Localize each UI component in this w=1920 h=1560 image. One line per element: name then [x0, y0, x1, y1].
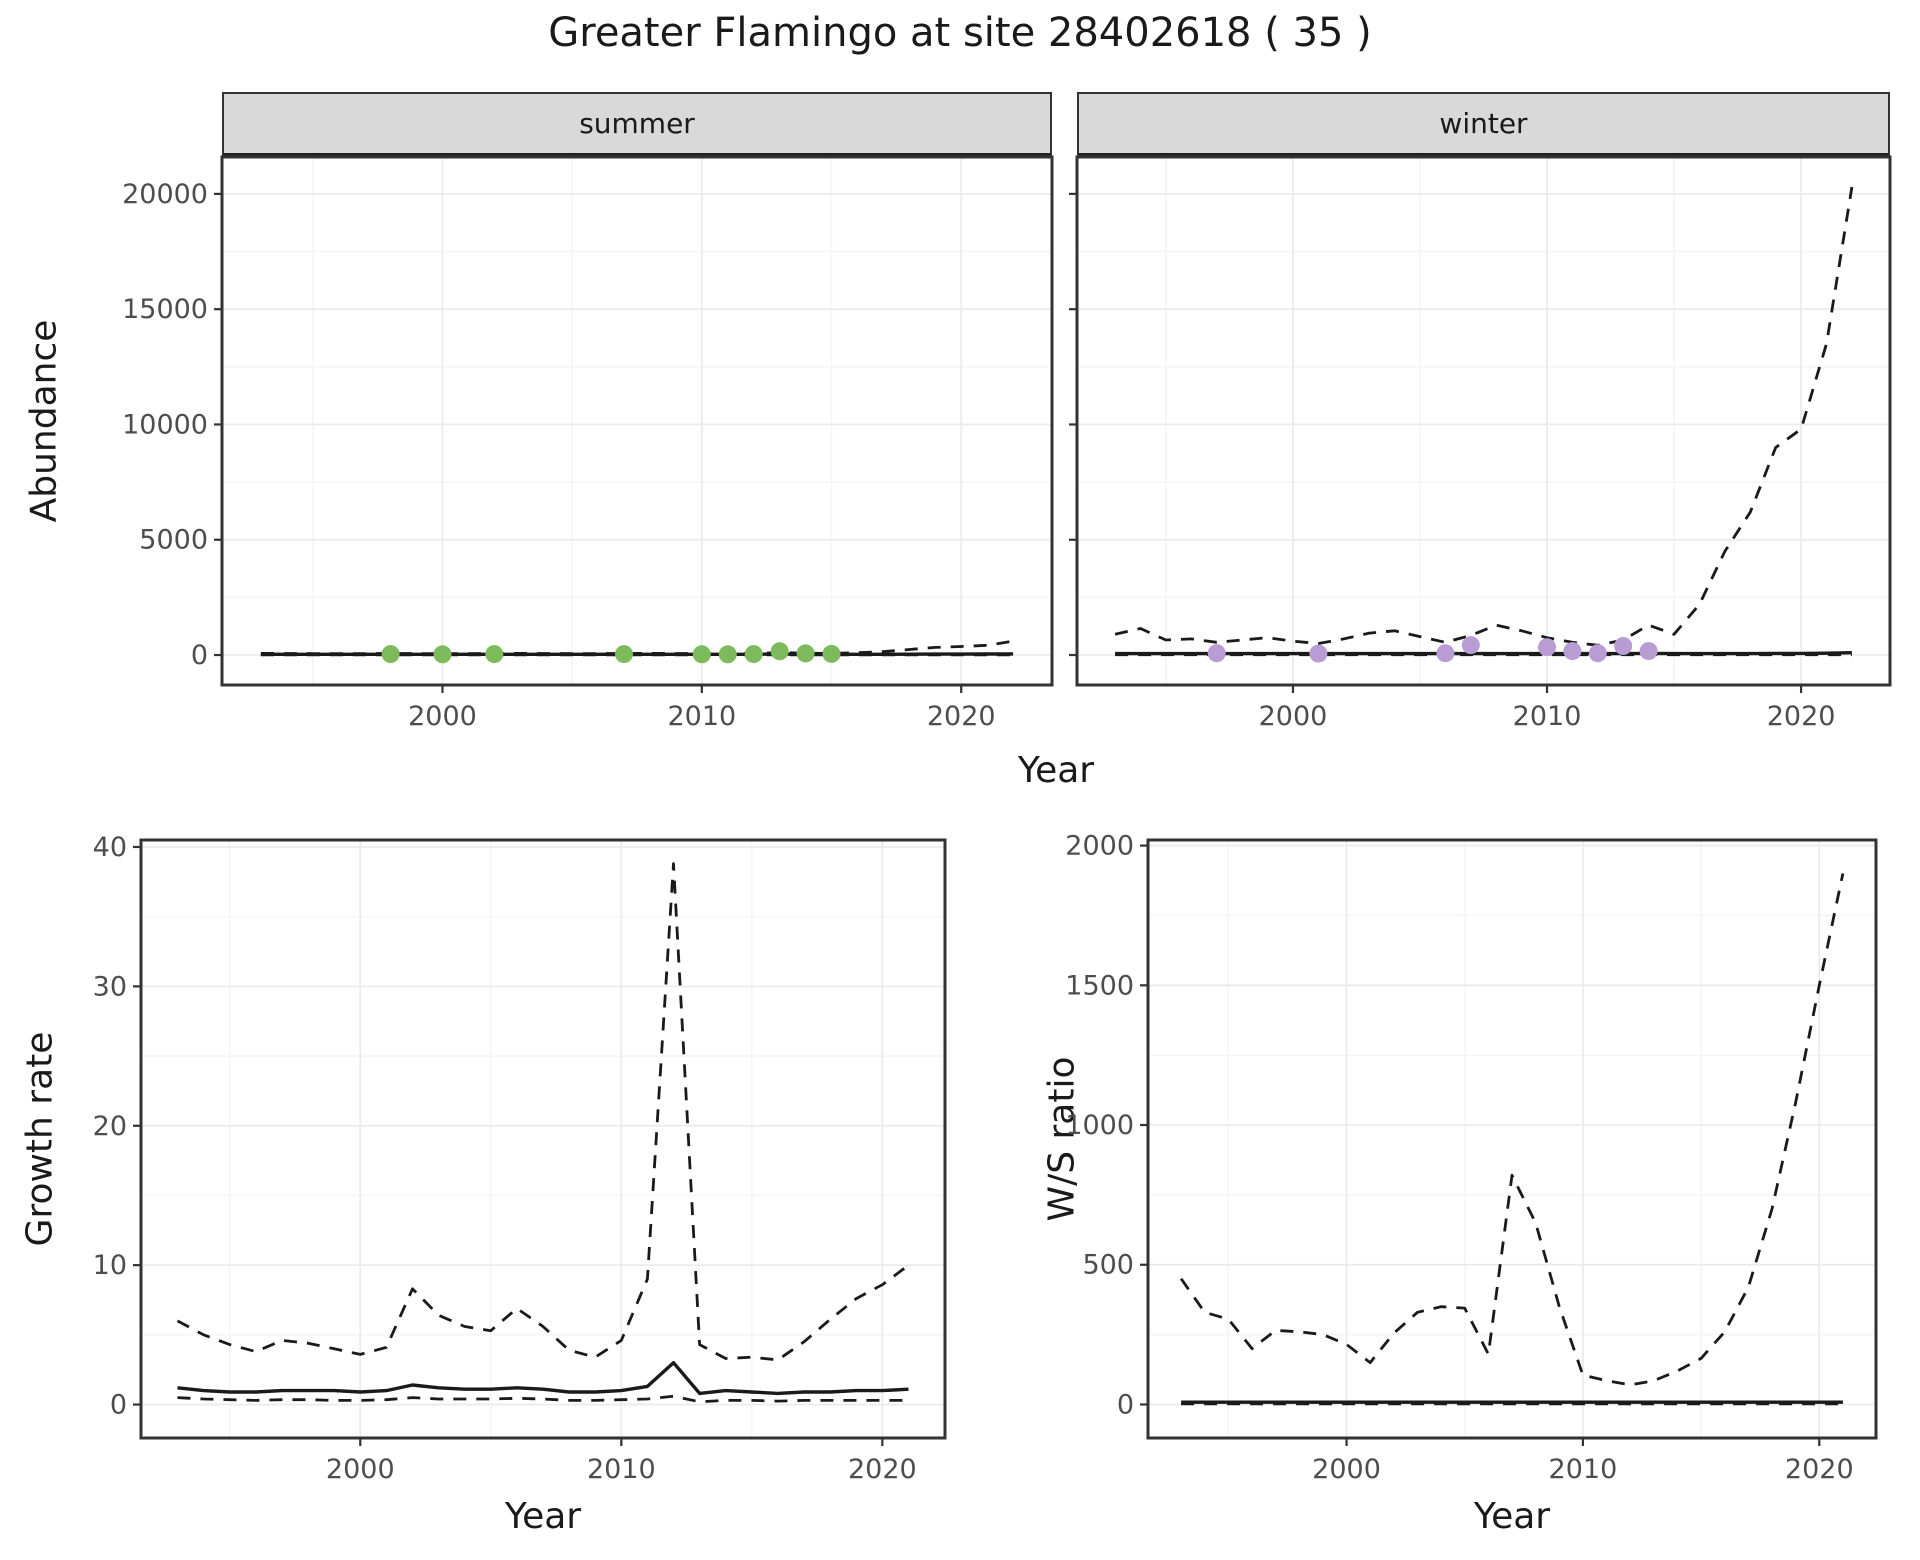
x-tick-label: 2010 [667, 701, 736, 732]
y-tick-label: 10000 [122, 409, 208, 440]
x-tick-label: 2010 [1513, 701, 1582, 732]
observations-point [796, 644, 815, 663]
x-tick-label: 2000 [1312, 1454, 1381, 1485]
ws-ratio-x-axis-label: Year [1473, 1496, 1551, 1537]
observations-point [1461, 636, 1480, 655]
x-tick-label: 2020 [927, 701, 996, 732]
winter-abundance-plot: 2000 2010 2020 [1069, 155, 1892, 732]
y-tick-label: 5000 [139, 525, 208, 556]
panel-border [139, 838, 947, 1440]
panel-border [220, 155, 1054, 687]
y-tick-label: 0 [191, 640, 208, 671]
x-tick-label: 2020 [848, 1454, 917, 1485]
x-tick-label: 2010 [1549, 1454, 1618, 1485]
x-tick-label: 2020 [1785, 1454, 1854, 1485]
x-tick-label: 2010 [587, 1454, 656, 1485]
observations-point [1309, 644, 1328, 663]
observations-point [1563, 642, 1582, 661]
facet-strip-winter: winter [1077, 92, 1890, 157]
growth-rate-x-axis-label: Year [504, 1496, 582, 1537]
y-tick-label: 40 [93, 832, 127, 863]
ci-lower-line [177, 1394, 909, 1404]
panel-border [1075, 155, 1892, 687]
ci-upper-line [1179, 873, 1845, 1387]
y-tick-label: 30 [93, 971, 127, 1002]
observations-point [1538, 638, 1556, 657]
ci-upper-line [1114, 186, 1854, 647]
y-tick-label: 2000 [1065, 831, 1134, 862]
y-tick-label: 0 [110, 1390, 127, 1421]
facet-strip-winter-label: winter [1439, 107, 1528, 140]
x-tick-label: 2020 [1767, 701, 1836, 732]
y-tick-label: 20000 [122, 179, 208, 210]
observations-point [770, 642, 789, 661]
panel-background [222, 157, 1052, 685]
observations-point [381, 645, 400, 664]
y-tick-label: 500 [1082, 1250, 1134, 1281]
abundance-y-axis-label: Abundance [23, 319, 65, 523]
abundance-x-axis-label: Year [1017, 750, 1095, 791]
mean-line [177, 1361, 909, 1396]
mean-line [1115, 651, 1852, 656]
observations-point [1207, 644, 1226, 663]
y-tick-label: 1500 [1065, 970, 1134, 1001]
observations-point [1614, 637, 1633, 655]
observations-point [692, 645, 711, 664]
growth-rate-plot: 2000 2010 2020 0 10 20 30 40 [93, 832, 947, 1485]
y-tick-label: 20 [93, 1111, 127, 1142]
facet-strip-summer-label: summer [579, 107, 695, 140]
figure-title: Greater Flamingo at site 28402618 ( 35 ) [548, 10, 1372, 56]
x-tick-label: 2000 [408, 701, 477, 732]
observations-point [1436, 644, 1455, 663]
x-tick-label: 2000 [326, 1454, 395, 1485]
panel-background [1077, 157, 1890, 685]
x-tick-label: 2000 [1259, 701, 1328, 732]
ws-ratio-plot: 2000 2010 2020 0 500 1000 1500 2000 [1065, 831, 1878, 1485]
summer-abundance-plot: 2000 2010 2020 0 5000 10000 15000 20000 [122, 155, 1054, 732]
y-tick-label: 15000 [122, 294, 208, 325]
observations-point [1588, 644, 1607, 663]
panel-background [1148, 840, 1876, 1438]
ci-upper-line [176, 862, 910, 1362]
observations-point [1639, 642, 1658, 661]
observations-point [744, 645, 763, 664]
observations-point [615, 645, 633, 664]
y-tick-label: 10 [93, 1250, 127, 1281]
panel-background [141, 840, 945, 1438]
panel-border [1146, 838, 1878, 1440]
observations-point [485, 645, 504, 664]
y-tick-label: 0 [1117, 1389, 1134, 1420]
observations-point [718, 645, 737, 664]
y-tick-label: 1000 [1065, 1110, 1134, 1141]
growth-rate-y-axis-label: Growth rate [19, 1031, 61, 1247]
facet-strip-summer: summer [222, 92, 1052, 157]
observations-point [822, 644, 841, 663]
observations-point [433, 645, 452, 664]
